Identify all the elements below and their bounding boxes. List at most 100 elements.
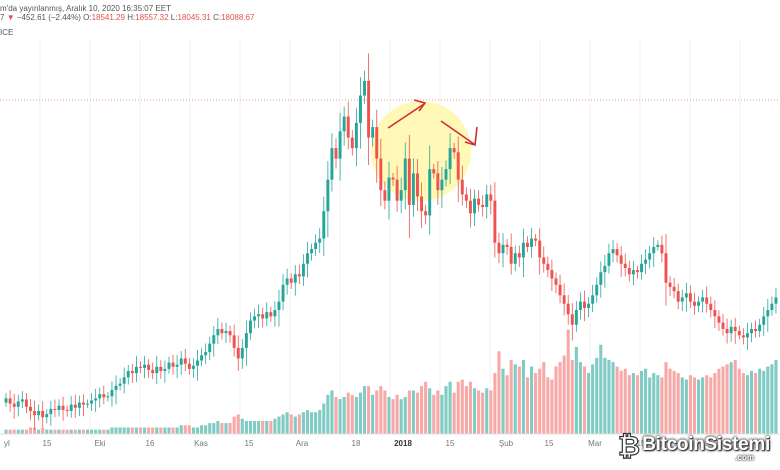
candle-body — [155, 366, 159, 374]
candle-body — [526, 242, 529, 247]
volume-bars — [4, 329, 778, 434]
candle-body — [599, 272, 603, 285]
volume-bar — [481, 392, 485, 434]
volume-bar — [65, 429, 69, 434]
candle-body — [733, 326, 737, 332]
volume-bar — [737, 368, 741, 434]
candle-body — [538, 240, 542, 258]
candle-body — [151, 369, 155, 374]
volume-bar — [330, 390, 334, 434]
x-tick-label: Kas — [194, 439, 208, 448]
candle-body — [379, 158, 383, 191]
candle-body — [713, 310, 717, 317]
volume-bar — [558, 362, 562, 434]
candle-body — [363, 80, 366, 96]
volume-bar — [509, 359, 513, 434]
candle-body — [623, 263, 627, 268]
candle-body — [672, 286, 676, 292]
volume-bar — [485, 388, 489, 434]
candle-body — [204, 352, 208, 356]
volume-bar — [607, 359, 611, 434]
volume-bar — [187, 425, 191, 434]
volume-bar — [688, 375, 692, 434]
candle-body — [358, 95, 362, 123]
volume-bar — [334, 396, 338, 434]
candle-body — [574, 310, 578, 325]
volume-bar — [297, 414, 301, 434]
candle-body — [8, 398, 12, 404]
volume-bar — [285, 412, 289, 434]
volume-bar — [676, 373, 680, 434]
candle-body — [314, 242, 318, 250]
candle-body — [81, 402, 85, 405]
candle-body — [220, 328, 224, 334]
candle-body — [289, 278, 293, 283]
volume-bar — [269, 420, 273, 434]
volume-bar — [110, 427, 114, 434]
volume-bar — [261, 420, 265, 434]
volume-bar — [90, 429, 94, 434]
volume-bar — [415, 392, 420, 434]
volume-bar — [489, 390, 493, 434]
x-tick-label: Şub — [499, 439, 514, 448]
volume-bar — [4, 429, 8, 434]
candle-body — [338, 131, 342, 159]
volume-bar — [754, 373, 758, 434]
candle-body — [216, 328, 220, 336]
volume-bar — [200, 425, 204, 434]
volume-bar — [179, 425, 183, 434]
volume-bar — [497, 351, 501, 434]
candle-body — [118, 383, 122, 386]
volume-bar — [171, 427, 175, 434]
volume-bar — [460, 379, 464, 434]
volume-bar — [709, 377, 713, 434]
volume-bar — [387, 396, 391, 434]
volume-bar — [122, 427, 126, 434]
candle-body — [139, 366, 142, 368]
volume-bar — [375, 390, 379, 434]
candle-body — [200, 355, 204, 361]
candle-body — [301, 263, 305, 277]
volume-bar — [167, 427, 171, 434]
x-tick-label: 18 — [352, 439, 361, 448]
volume-bar — [305, 410, 310, 434]
volume-bar — [362, 386, 367, 434]
candle-body — [725, 328, 729, 334]
open-value: 18541.29 — [91, 13, 125, 22]
volume-bar — [98, 429, 102, 434]
volume-bar — [578, 362, 582, 434]
candle-body — [167, 362, 171, 369]
candle-body — [273, 310, 277, 317]
volume-bar — [142, 427, 147, 434]
candle-body — [265, 312, 269, 319]
volume-bar — [538, 368, 542, 434]
candle-body — [591, 295, 595, 304]
candle-body — [77, 402, 81, 408]
volume-bar — [367, 386, 371, 434]
volume-bar — [652, 373, 656, 434]
candle-body — [159, 366, 163, 372]
candle-body — [12, 403, 16, 407]
candle-body — [627, 267, 631, 275]
candle-body — [391, 177, 395, 180]
volume-bar — [257, 420, 261, 434]
candle-body — [196, 360, 199, 366]
candle-body — [114, 385, 118, 390]
candle-body — [652, 246, 656, 254]
candle-body — [24, 399, 28, 407]
volume-bar — [749, 370, 754, 434]
candle-body — [774, 297, 778, 304]
candle-body — [20, 399, 24, 402]
x-tick-label: Mar — [588, 439, 602, 448]
volume-bar — [130, 427, 134, 434]
candle-body — [729, 326, 733, 334]
candle-body — [770, 303, 774, 311]
symbol-header: m'da yayınlanmış, Aralık 10, 2020 16:35:… — [0, 4, 255, 22]
candle-body — [660, 244, 664, 254]
candle-body — [281, 284, 285, 302]
candle-body — [570, 314, 574, 325]
volume-bar — [16, 429, 20, 434]
candle-body — [41, 410, 45, 418]
candle-body — [680, 297, 684, 302]
